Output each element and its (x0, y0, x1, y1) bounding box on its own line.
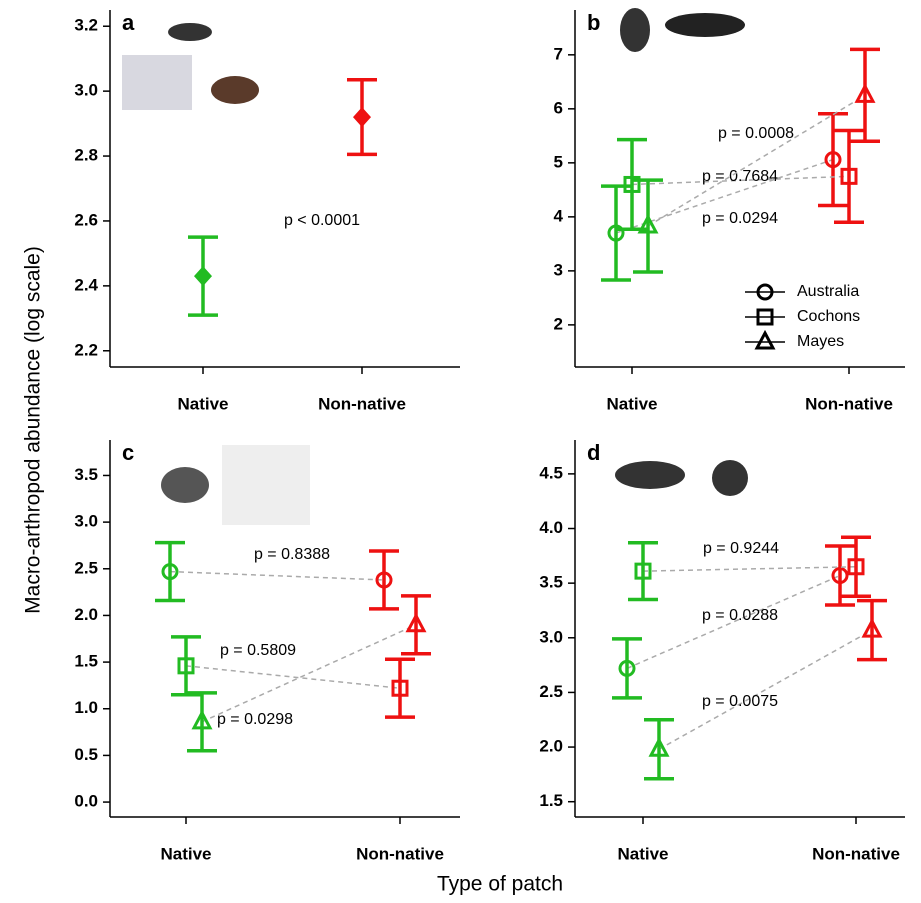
y-tick-label: 2.0 (539, 737, 563, 756)
y-tick-label: 7 (554, 44, 563, 63)
y-tick-label: 3.0 (74, 512, 98, 531)
x-tick-label: Non-native (318, 394, 406, 413)
icon (712, 460, 748, 496)
x-tick-label: Native (160, 844, 211, 863)
legend-marker (757, 333, 773, 348)
y-tick-label: 0.5 (74, 745, 98, 764)
y-tick-label: 2 (554, 314, 563, 333)
p-value: p = 0.0008 (718, 125, 794, 142)
icon (222, 445, 310, 525)
point (353, 107, 371, 127)
p-value: p = 0.0298 (217, 711, 293, 728)
icon (211, 76, 259, 104)
icon (168, 23, 212, 41)
y-tick-label: 3.5 (539, 573, 563, 592)
x-tick-label: Non-native (812, 844, 900, 863)
p-value: p = 0.0288 (702, 607, 778, 624)
y-tick-label: 3.0 (539, 627, 563, 646)
icon (615, 461, 685, 489)
x-tick-label: Native (606, 394, 657, 413)
icon (620, 8, 650, 52)
panel-label: b (587, 10, 600, 35)
x-tick-label: Native (617, 844, 668, 863)
y-tick-label: 3.2 (74, 16, 98, 35)
connector (659, 630, 872, 749)
connector (202, 625, 416, 722)
figure: Macro-arthropod abundance (log scale) Ty… (0, 0, 921, 903)
y-tick-label: 2.6 (74, 210, 98, 229)
x-tick-label: Native (177, 394, 228, 413)
icon (122, 55, 192, 110)
legend-label: Cochons (797, 308, 860, 325)
y-tick-label: 4 (554, 206, 564, 225)
connector (643, 567, 856, 571)
y-tick-label: 2.8 (74, 146, 98, 165)
icon (665, 13, 745, 37)
y-tick-label: 2.2 (74, 340, 98, 359)
y-tick-label: 0.0 (74, 792, 98, 811)
y-tick-label: 3.0 (74, 81, 98, 100)
connector (170, 572, 384, 580)
panel-label: a (122, 10, 135, 35)
legend-label: Mayes (797, 333, 844, 350)
icon (161, 467, 209, 503)
point (194, 266, 212, 286)
p-value: p = 0.0075 (702, 693, 778, 710)
y-tick-label: 1.5 (539, 791, 563, 810)
y-tick-label: 1.5 (74, 652, 98, 671)
p-value: p = 0.9244 (703, 540, 779, 557)
y-tick-label: 3 (554, 260, 563, 279)
p-value: p = 0.8388 (254, 546, 330, 563)
y-tick-label: 2.0 (74, 605, 98, 624)
y-tick-label: 2.5 (539, 682, 563, 701)
y-tick-label: 5 (554, 152, 563, 171)
p-value: p = 0.0294 (702, 210, 778, 227)
x-axis-label: Type of patch (437, 873, 563, 896)
panel-label: d (587, 440, 600, 465)
insect-icons (122, 8, 748, 525)
y-tick-label: 4.5 (539, 463, 563, 482)
y-tick-label: 2.4 (74, 275, 98, 294)
legend-label: Australia (797, 283, 859, 300)
y-tick-label: 3.5 (74, 465, 98, 484)
y-tick-label: 4.0 (539, 518, 563, 537)
connector (186, 666, 400, 688)
y-tick-label: 1.0 (74, 698, 98, 717)
p-value: p = 0.7684 (702, 168, 778, 185)
y-tick-label: 6 (554, 98, 563, 117)
x-tick-label: Non-native (356, 844, 444, 863)
p-value: p = 0.5809 (220, 642, 296, 659)
x-tick-label: Non-native (805, 394, 893, 413)
panel-label: c (122, 440, 134, 465)
y-tick-label: 2.5 (74, 558, 98, 577)
y-axis-label: Macro-arthropod abundance (log scale) (22, 246, 45, 614)
p-value: p < 0.0001 (284, 212, 360, 229)
